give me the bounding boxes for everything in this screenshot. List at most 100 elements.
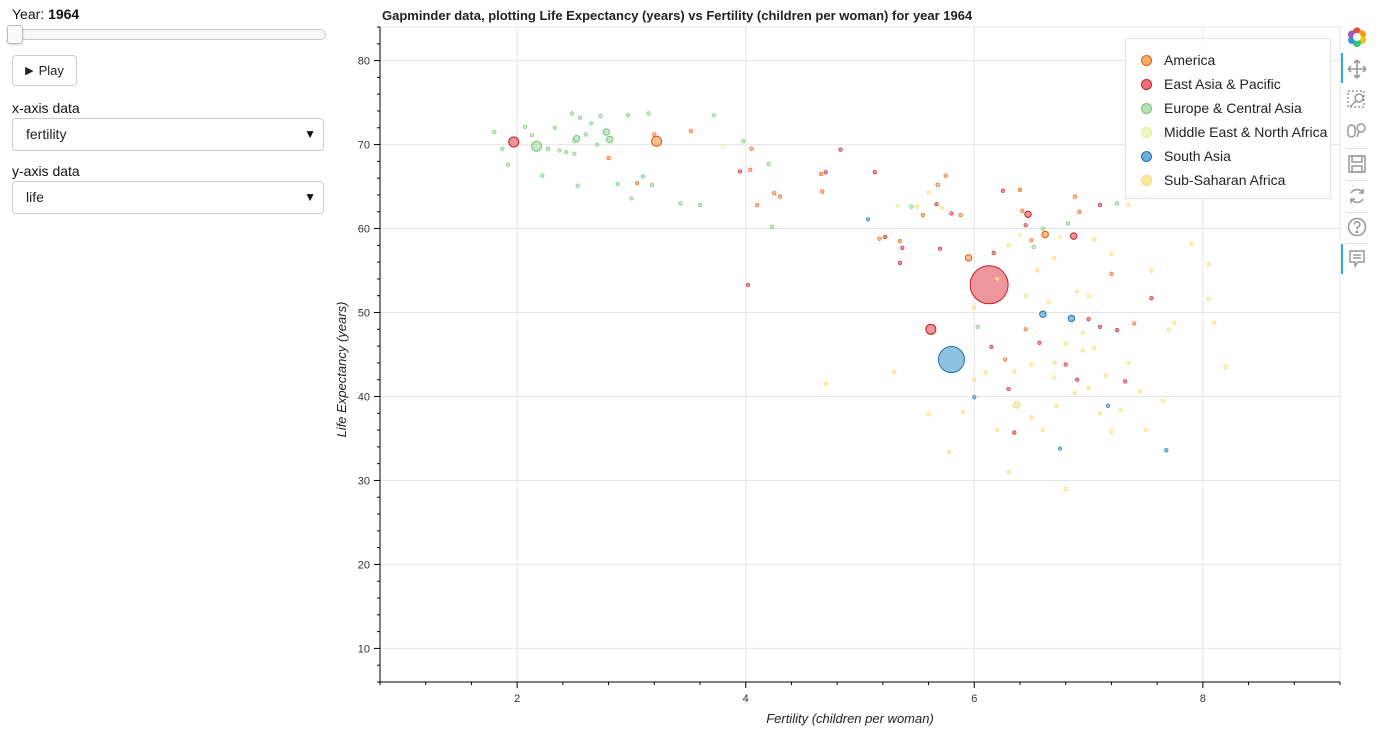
data-point bbox=[508, 136, 520, 148]
data-point bbox=[972, 395, 977, 400]
pan-icon[interactable] bbox=[1346, 58, 1368, 80]
y-axis-label: y-axis data bbox=[12, 163, 80, 179]
legend-item[interactable]: Middle East & North Africa bbox=[1126, 120, 1330, 144]
data-point bbox=[572, 151, 577, 156]
hover-icon[interactable] bbox=[1346, 248, 1368, 270]
data-point bbox=[1006, 386, 1011, 392]
data-point bbox=[595, 142, 600, 147]
data-point bbox=[755, 202, 760, 208]
data-point bbox=[1020, 208, 1025, 214]
data-point bbox=[925, 323, 937, 335]
legend-label: South Asia bbox=[1164, 148, 1231, 164]
data-point bbox=[920, 213, 925, 218]
legend-item[interactable]: Sub-Saharan Africa bbox=[1126, 168, 1330, 192]
toolbar-separator bbox=[1346, 212, 1368, 213]
y-tick-label: 60 bbox=[358, 224, 370, 236]
data-point bbox=[766, 161, 771, 166]
data-point bbox=[820, 189, 825, 194]
data-point bbox=[958, 213, 963, 218]
legend-item[interactable]: East Asia & Pacific bbox=[1126, 72, 1330, 96]
data-point bbox=[523, 124, 528, 130]
play-button[interactable]: ▶ Play bbox=[12, 55, 77, 86]
data-point bbox=[989, 344, 994, 350]
chart-legend[interactable]: America East Asia & Pacific Europe & Centr… bbox=[1125, 38, 1331, 199]
data-point bbox=[711, 113, 716, 118]
data-point bbox=[1123, 379, 1128, 384]
data-point bbox=[1039, 310, 1047, 318]
data-point bbox=[540, 173, 545, 178]
data-point bbox=[557, 148, 562, 153]
data-point bbox=[1097, 324, 1103, 329]
data-point bbox=[1118, 407, 1123, 413]
data-point bbox=[964, 254, 973, 262]
data-point bbox=[1035, 268, 1040, 273]
data-point bbox=[937, 246, 943, 251]
reset-icon[interactable] bbox=[1346, 185, 1368, 207]
data-point bbox=[1086, 293, 1091, 298]
data-point bbox=[646, 111, 651, 116]
data-point bbox=[892, 370, 897, 375]
legend-swatch bbox=[1141, 102, 1152, 114]
data-point bbox=[883, 234, 888, 240]
x-axis-select[interactable]: fertility ▼ bbox=[12, 118, 324, 151]
x-axis-select-value: fertility bbox=[26, 126, 67, 142]
data-point bbox=[972, 305, 977, 310]
bokeh-logo-icon[interactable] bbox=[1346, 26, 1368, 48]
x-axis-label: x-axis data bbox=[12, 100, 80, 116]
chart-title: Gapminder data, plotting Life Expectancy… bbox=[382, 8, 973, 23]
data-point bbox=[589, 121, 594, 126]
data-point bbox=[865, 217, 871, 222]
data-point bbox=[972, 377, 977, 382]
legend-swatch bbox=[1141, 54, 1152, 66]
data-point bbox=[649, 182, 655, 187]
data-point bbox=[1003, 357, 1008, 362]
data-point bbox=[606, 155, 611, 161]
legend-label: Europe & Central Asia bbox=[1164, 100, 1302, 116]
year-label-prefix: Year: bbox=[12, 6, 49, 22]
data-point bbox=[1075, 289, 1080, 294]
data-point bbox=[872, 170, 877, 175]
legend-item[interactable]: America bbox=[1126, 48, 1330, 72]
year-slider[interactable] bbox=[7, 25, 326, 44]
legend-item[interactable]: South Asia bbox=[1126, 144, 1330, 168]
chevron-down-icon: ▼ bbox=[304, 127, 316, 141]
y-axis-title: Life Expectancy (years) bbox=[334, 302, 349, 438]
data-point bbox=[572, 139, 577, 144]
box-zoom-icon[interactable] bbox=[1346, 89, 1368, 111]
data-point bbox=[1041, 230, 1049, 239]
play-button-label: Play bbox=[38, 63, 64, 78]
help-icon[interactable] bbox=[1346, 216, 1368, 238]
data-point bbox=[991, 250, 996, 255]
year-value: 1964 bbox=[48, 6, 80, 22]
legend-label: Middle East & North Africa bbox=[1164, 124, 1328, 140]
y-axis-select[interactable]: life ▼ bbox=[12, 181, 324, 214]
chart-toolbar bbox=[1341, 22, 1371, 282]
data-point bbox=[564, 150, 569, 155]
data-point bbox=[926, 190, 931, 195]
save-icon[interactable] bbox=[1346, 153, 1368, 175]
x-tick-label: 6 bbox=[971, 693, 977, 705]
data-point bbox=[492, 129, 497, 135]
data-point bbox=[1149, 296, 1154, 301]
wheel-zoom-icon[interactable] bbox=[1346, 120, 1368, 142]
data-point bbox=[1000, 188, 1005, 193]
data-point bbox=[1097, 411, 1103, 416]
legend-item[interactable]: Europe & Central Asia bbox=[1126, 96, 1330, 120]
data-point bbox=[1172, 320, 1177, 325]
data-point bbox=[823, 170, 828, 175]
data-point bbox=[748, 167, 753, 172]
toolbar-separator bbox=[1346, 148, 1368, 149]
x-tick-label: 8 bbox=[1200, 693, 1206, 705]
data-point bbox=[897, 260, 903, 266]
data-point bbox=[602, 128, 610, 136]
data-point bbox=[606, 135, 614, 144]
data-point bbox=[1063, 341, 1068, 346]
play-icon: ▶ bbox=[25, 65, 34, 77]
data-point bbox=[1206, 296, 1211, 302]
data-point bbox=[995, 276, 1000, 282]
data-point bbox=[625, 113, 631, 118]
y-tick-label: 40 bbox=[358, 391, 370, 403]
data-point bbox=[545, 146, 551, 151]
year-slider-handle[interactable] bbox=[7, 25, 23, 44]
